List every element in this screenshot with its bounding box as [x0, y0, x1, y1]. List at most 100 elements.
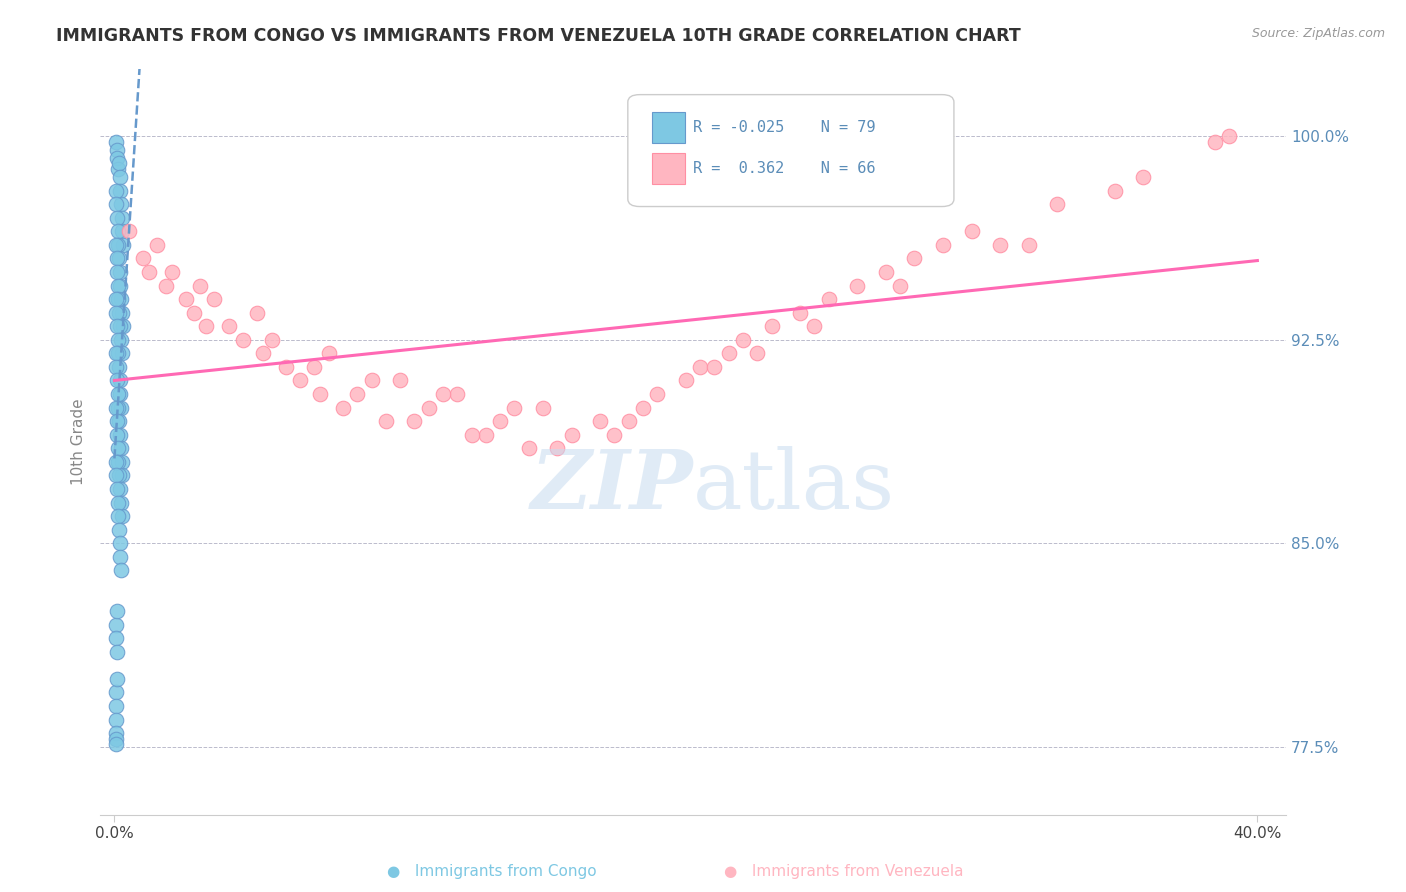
Point: [332, 401, 354, 415]
Point: [104, 685, 127, 699]
Point: [875, 265, 897, 279]
Bar: [651, 153, 685, 184]
Text: ZIP: ZIP: [530, 446, 693, 526]
Point: [107, 333, 129, 347]
Point: [731, 333, 754, 347]
Point: [960, 224, 983, 238]
Point: [309, 387, 332, 401]
Point: [188, 278, 211, 293]
Point: [108, 319, 131, 334]
Point: [232, 333, 254, 347]
Point: [108, 306, 131, 320]
Point: [110, 495, 132, 509]
Point: [561, 427, 583, 442]
Point: [105, 672, 128, 686]
Point: [346, 387, 368, 401]
Point: [517, 442, 540, 456]
Point: [489, 414, 512, 428]
Point: [761, 319, 783, 334]
Point: [246, 306, 269, 320]
Point: [111, 468, 134, 483]
Point: [105, 211, 128, 225]
Point: [104, 184, 127, 198]
Point: [404, 414, 426, 428]
Point: [218, 319, 240, 334]
Point: [107, 278, 129, 293]
Point: [789, 306, 811, 320]
Point: [107, 359, 129, 374]
Point: [110, 401, 132, 415]
Point: [107, 387, 129, 401]
Point: [374, 414, 396, 428]
Text: atlas: atlas: [693, 446, 896, 526]
Point: [105, 143, 128, 157]
Point: [389, 374, 412, 388]
Point: [105, 401, 128, 415]
Point: [138, 265, 160, 279]
Point: [546, 442, 568, 456]
Point: [717, 346, 740, 360]
Point: [110, 442, 132, 456]
Point: [603, 427, 626, 442]
Point: [1204, 135, 1226, 149]
Point: [111, 509, 134, 524]
Text: ●   Immigrants from Venezuela: ● Immigrants from Venezuela: [724, 863, 963, 879]
Point: [108, 468, 131, 483]
Point: [105, 151, 128, 165]
Point: [107, 523, 129, 537]
Point: [104, 346, 127, 360]
Point: [110, 333, 132, 347]
Point: [111, 224, 134, 238]
Point: [105, 319, 128, 334]
Point: [889, 278, 911, 293]
Point: [132, 252, 155, 266]
Point: [105, 427, 128, 442]
Point: [107, 292, 129, 306]
Point: [105, 482, 128, 496]
Point: [988, 237, 1011, 252]
Point: [817, 292, 839, 306]
Point: [503, 401, 526, 415]
Point: [107, 401, 129, 415]
Point: [703, 359, 725, 374]
Point: [110, 455, 132, 469]
Point: [155, 278, 177, 293]
Point: [108, 414, 131, 428]
Point: [432, 387, 454, 401]
Point: [108, 482, 131, 496]
Point: [631, 401, 654, 415]
Text: R =  0.362    N = 66: R = 0.362 N = 66: [693, 161, 876, 176]
Point: [110, 563, 132, 577]
Point: [1218, 129, 1240, 144]
Point: [118, 224, 141, 238]
Point: [304, 359, 326, 374]
Text: ●   Immigrants from Congo: ● Immigrants from Congo: [387, 863, 598, 879]
Point: [107, 224, 129, 238]
Point: [107, 509, 129, 524]
Point: [846, 278, 869, 293]
Point: [589, 414, 612, 428]
Point: [747, 346, 769, 360]
Point: [647, 387, 669, 401]
Point: [108, 427, 131, 442]
Point: [105, 359, 128, 374]
Point: [903, 252, 925, 266]
Point: [803, 319, 825, 334]
Point: [105, 306, 128, 320]
Point: [105, 468, 128, 483]
Point: [110, 211, 132, 225]
Point: [110, 387, 132, 401]
Point: [475, 427, 498, 442]
Point: [105, 731, 128, 746]
Point: [107, 156, 129, 170]
Point: [104, 713, 127, 727]
Point: [194, 319, 217, 334]
Point: [105, 645, 128, 659]
Point: [105, 265, 128, 279]
Point: [1018, 237, 1040, 252]
Point: [110, 278, 132, 293]
Point: [107, 495, 129, 509]
Point: [932, 237, 955, 252]
Point: [105, 737, 128, 751]
Point: [274, 359, 297, 374]
